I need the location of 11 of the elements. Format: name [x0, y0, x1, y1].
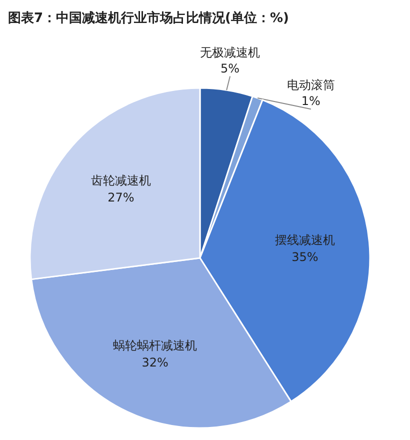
- chart-title: 图表7：中国减速机行业市场占比情况(单位：%): [8, 10, 289, 26]
- slice-label: 齿轮减速机: [90, 173, 151, 188]
- data-label: 27%: [108, 190, 134, 204]
- slice-label: 摆线减速机: [274, 233, 335, 248]
- slice-label: 无极减速机: [200, 45, 260, 60]
- data-label: 1%: [301, 94, 320, 108]
- data-label: 35%: [292, 250, 318, 264]
- slice-label: 蜗轮蜗杆减速机: [113, 338, 198, 352]
- data-label: 32%: [142, 355, 168, 370]
- data-label: 5%: [220, 61, 240, 76]
- slice-label: 电动滚筒: [286, 78, 335, 92]
